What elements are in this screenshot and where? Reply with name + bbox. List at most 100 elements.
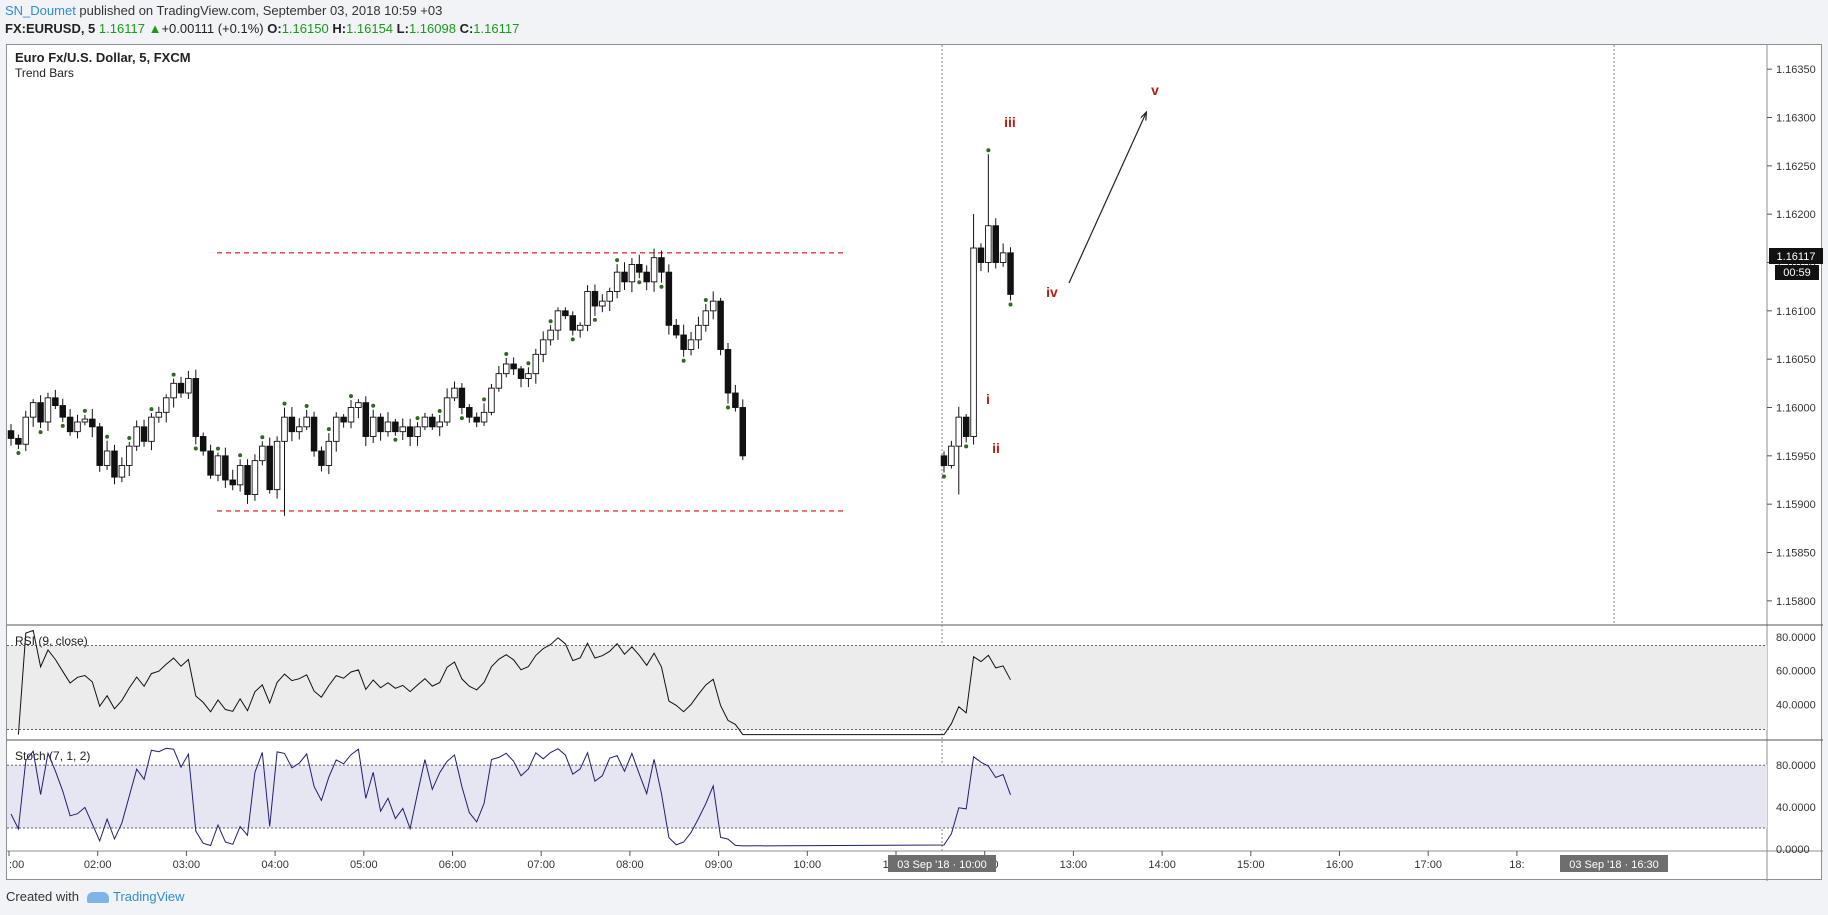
- chart-svg[interactable]: Euro Fx/U.S. Dollar, 5, FXCM Trend Bars …: [7, 45, 1823, 881]
- rsi-tick-label: 80.0000: [1776, 632, 1816, 644]
- candle: [207, 444, 214, 479]
- candle: [52, 389, 59, 410]
- candle: [992, 218, 999, 269]
- last-price-tag-text: 1.16117: [1777, 251, 1816, 263]
- trend-dot: [260, 435, 265, 440]
- price-tick-label: 1.15800: [1776, 596, 1816, 608]
- trend-dot: [149, 407, 154, 412]
- tradingview-link[interactable]: TradingView: [112, 889, 185, 904]
- wave-label-ii: ii: [992, 440, 1000, 456]
- time-tick-label: 02:00: [84, 859, 112, 871]
- high-label: H:: [332, 21, 347, 36]
- candle: [695, 316, 702, 349]
- trend-dot: [1008, 302, 1013, 307]
- candle: [739, 399, 747, 461]
- high-value: 1.16154: [346, 21, 394, 36]
- trend-dot: [393, 437, 398, 442]
- publish-text: published on TradingView.com, September …: [75, 3, 443, 18]
- price-tick-label: 1.15900: [1776, 499, 1816, 511]
- candle: [377, 413, 384, 441]
- candle: [510, 357, 517, 375]
- trend-dot: [38, 430, 43, 435]
- time-tick-label: 16:00: [1326, 859, 1354, 871]
- trend-dot: [681, 358, 686, 363]
- candle: [480, 403, 488, 426]
- author-link[interactable]: SN_Doumet: [5, 3, 76, 18]
- low-value: 1.16098: [408, 21, 456, 36]
- price-tick-label: 1.16350: [1776, 64, 1816, 76]
- candle: [44, 392, 52, 431]
- candle: [628, 257, 636, 293]
- projection-arrow[interactable]: [1068, 113, 1146, 284]
- candle: [7, 424, 15, 446]
- candle: [999, 243, 1007, 267]
- rsi-label: RSI (9, close): [15, 634, 88, 648]
- candle: [140, 419, 148, 447]
- candle: [126, 441, 133, 477]
- candle: [429, 413, 436, 430]
- candle: [502, 357, 510, 378]
- footer: Created with TradingView: [6, 889, 185, 904]
- trend-dot: [16, 451, 21, 456]
- candle: [340, 414, 347, 428]
- trend-dot: [942, 474, 946, 479]
- trend-dot: [637, 280, 642, 285]
- candle: [709, 291, 717, 320]
- countdown-text: 00:59: [1783, 267, 1811, 279]
- trend-dot: [548, 319, 553, 324]
- candle: [606, 287, 613, 312]
- candle: [436, 414, 443, 437]
- rsi-tick-label: 60.0000: [1776, 666, 1816, 678]
- candle: [547, 325, 554, 346]
- stoch-label: Stoch (7, 1, 2): [15, 749, 90, 763]
- candle: [724, 342, 732, 404]
- candle: [732, 385, 739, 412]
- trend-dot: [526, 361, 531, 366]
- trend-dot: [437, 408, 442, 413]
- open-label: O:: [267, 21, 282, 36]
- trend-dot: [349, 394, 354, 399]
- low-label: L:: [396, 21, 409, 36]
- stoch-tick-label: 80.0000: [1776, 760, 1816, 772]
- chart-container[interactable]: Euro Fx/U.S. Dollar, 5, FXCM Trend Bars …: [6, 44, 1823, 881]
- candle: [185, 370, 192, 400]
- candle: [539, 331, 547, 363]
- candle: [29, 399, 37, 427]
- wave-label-i: i: [986, 391, 990, 407]
- time-tick-label: 10:00: [794, 859, 822, 871]
- candle: [74, 414, 81, 439]
- candle: [977, 243, 985, 272]
- candle: [66, 409, 74, 436]
- candle: [717, 297, 724, 356]
- trend-dot: [725, 405, 730, 410]
- time-tick-label: 14:00: [1148, 859, 1176, 871]
- candle: [599, 294, 606, 313]
- trend-dot: [415, 416, 420, 421]
- candle: [517, 365, 525, 388]
- candle: [458, 383, 466, 415]
- trend-dot: [105, 434, 110, 439]
- candle: [488, 383, 495, 416]
- candle: [170, 378, 177, 408]
- chart-title: Euro Fx/U.S. Dollar, 5, FXCM: [15, 50, 191, 65]
- candle: [244, 459, 251, 504]
- trend-dot: [570, 337, 575, 342]
- candle: [111, 444, 118, 485]
- candle: [948, 440, 955, 469]
- candle: [443, 388, 451, 427]
- candle: [940, 451, 948, 473]
- trend-dot: [60, 423, 65, 428]
- indicator-name: Trend Bars: [15, 66, 74, 80]
- price-tick-label: 1.16250: [1776, 161, 1816, 173]
- stoch-band: [7, 765, 1767, 829]
- candle: [103, 440, 111, 470]
- trend-dot: [82, 408, 87, 413]
- time-tag-end: [1560, 855, 1668, 872]
- trend-dot: [659, 284, 664, 289]
- candle: [347, 400, 355, 429]
- candle: [399, 418, 407, 440]
- candle: [636, 254, 643, 279]
- candle: [362, 396, 370, 447]
- candle: [962, 413, 970, 443]
- candle: [281, 407, 288, 516]
